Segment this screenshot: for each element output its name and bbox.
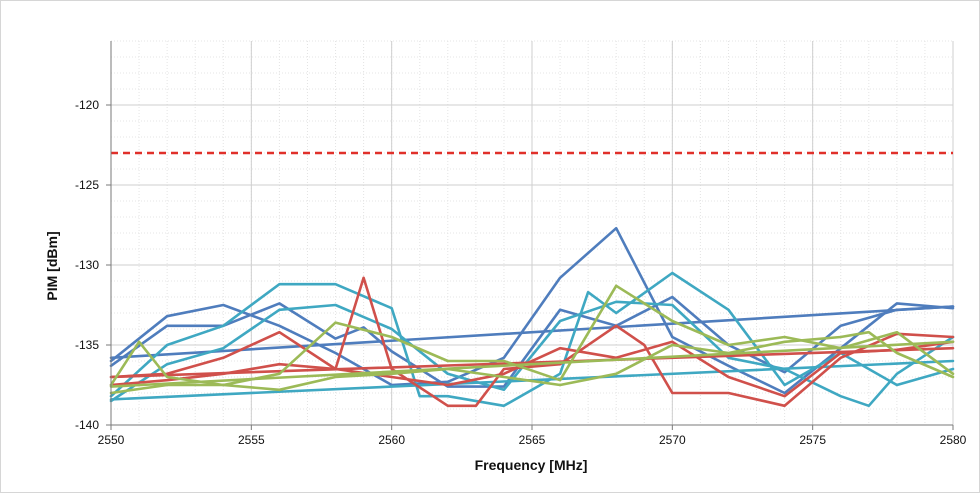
series-line-11 xyxy=(109,330,955,395)
x-axis-title: Frequency [MHz] xyxy=(475,457,588,473)
x-tick-label: 2580 xyxy=(940,433,967,447)
series-line-5 xyxy=(109,300,955,408)
x-tick-label: 2565 xyxy=(519,433,546,447)
y-tick-label: -135 xyxy=(75,338,99,352)
y-tick-label: -125 xyxy=(75,178,99,192)
x-tick-label: 2575 xyxy=(799,433,826,447)
series-layer xyxy=(109,226,955,408)
x-tick-label: 2555 xyxy=(238,433,265,447)
x-tick-label: 2550 xyxy=(98,433,125,447)
series-line-8 xyxy=(109,340,955,398)
axes-layer xyxy=(106,41,954,430)
y-tick-label: -130 xyxy=(75,258,99,272)
series-line-7 xyxy=(109,276,955,408)
series-line-3 xyxy=(109,305,955,360)
series-line-12 xyxy=(109,340,955,388)
y-axis-title: PIM [dBm] xyxy=(44,231,60,300)
x-tick-label: 2560 xyxy=(378,433,405,447)
series-line-2 xyxy=(109,295,955,388)
x-tick-label: 2570 xyxy=(659,433,686,447)
series-line-4 xyxy=(109,271,955,408)
series-line-9 xyxy=(109,346,955,379)
y-tick-label: -120 xyxy=(75,98,99,112)
y-tick-label: -140 xyxy=(75,418,99,432)
tick-labels: 2550 2555 2560 2565 2570 2575 2580 -140 -135 -130… xyxy=(75,98,967,447)
